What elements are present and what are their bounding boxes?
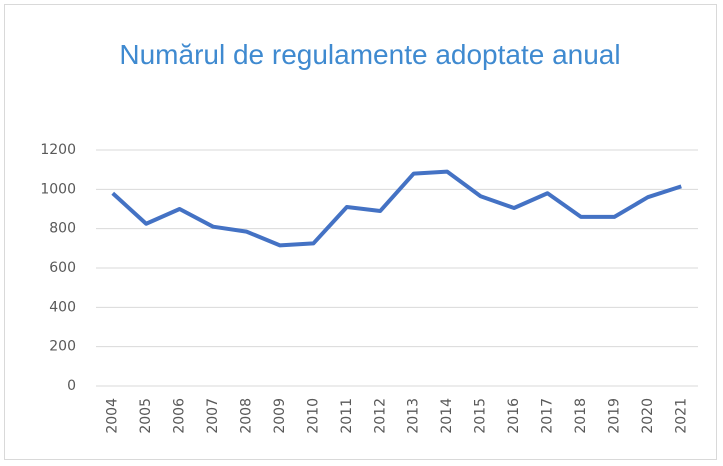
x-tick-label: 2005 (138, 398, 154, 434)
x-tick-label: 2006 (172, 398, 188, 434)
x-tick-label: 2008 (239, 398, 255, 434)
x-tick-label: 2019 (606, 398, 622, 434)
y-tick-label: 1200 (40, 142, 76, 158)
y-tick-label: 1000 (40, 181, 76, 197)
x-tick-label: 2007 (205, 398, 221, 434)
x-tick-label: 2017 (540, 398, 556, 434)
y-tick-label: 600 (49, 260, 76, 276)
x-tick-label: 2016 (506, 398, 522, 434)
x-tick-label: 2018 (573, 398, 589, 434)
x-tick-label: 2009 (272, 398, 288, 434)
x-tick-label: 2014 (439, 398, 455, 434)
x-tick-label: 2013 (406, 398, 422, 434)
y-tick-label: 0 (67, 378, 76, 394)
x-tick-label: 2021 (673, 398, 689, 434)
y-tick-label: 200 (49, 339, 76, 355)
chart-frame (4, 4, 717, 460)
x-tick-label: 2004 (105, 398, 121, 434)
y-tick-label: 800 (49, 221, 76, 237)
chart-title: Numărul de regulamente adoptate anual (119, 39, 621, 70)
x-tick-label: 2015 (473, 398, 489, 434)
x-tick-label: 2011 (339, 398, 355, 434)
x-tick-label: 2010 (305, 398, 321, 434)
y-tick-label: 400 (49, 299, 76, 315)
data-line (111, 169, 682, 248)
x-tick-label: 2020 (640, 398, 656, 434)
x-tick-label: 2012 (372, 398, 388, 434)
